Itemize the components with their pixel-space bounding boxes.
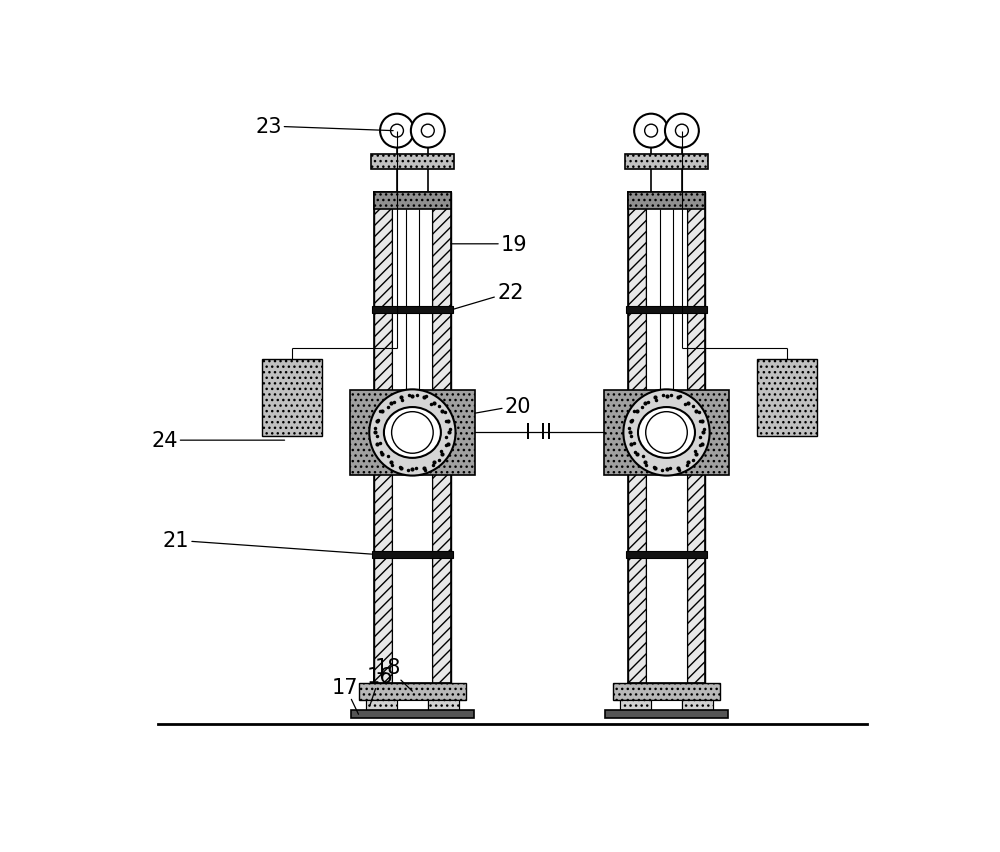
Bar — [613, 683, 720, 699]
Bar — [374, 193, 392, 683]
Circle shape — [411, 114, 445, 148]
Bar — [397, 699, 428, 711]
Bar — [428, 699, 459, 711]
Text: 16: 16 — [367, 666, 393, 705]
Bar — [428, 699, 459, 711]
Circle shape — [421, 125, 434, 138]
Bar — [757, 360, 817, 437]
Bar — [626, 551, 707, 558]
Bar — [687, 193, 705, 683]
Text: I: I — [525, 423, 531, 443]
Bar — [392, 193, 432, 683]
Text: 18: 18 — [374, 658, 412, 691]
Bar — [371, 154, 454, 170]
Bar — [374, 193, 451, 210]
Bar — [366, 699, 397, 711]
Circle shape — [623, 390, 710, 476]
Bar — [350, 391, 475, 475]
Bar — [351, 711, 474, 718]
Bar — [366, 699, 397, 711]
Bar — [682, 699, 713, 711]
Text: 22: 22 — [453, 283, 524, 310]
Bar — [605, 711, 728, 718]
Bar — [626, 307, 707, 314]
Bar — [682, 699, 713, 711]
Circle shape — [391, 125, 403, 138]
Circle shape — [665, 114, 699, 148]
Circle shape — [646, 412, 687, 454]
Bar — [625, 154, 708, 170]
Bar — [432, 193, 451, 683]
Bar — [651, 699, 682, 711]
Text: 19: 19 — [451, 234, 528, 255]
Text: 24: 24 — [151, 430, 285, 451]
Bar — [620, 699, 651, 711]
Circle shape — [392, 412, 433, 454]
Circle shape — [645, 125, 658, 138]
Text: 23: 23 — [255, 117, 393, 137]
Bar — [628, 193, 705, 210]
Bar — [620, 699, 651, 711]
Text: 17: 17 — [332, 676, 359, 715]
Text: II: II — [540, 423, 552, 443]
Text: 21: 21 — [163, 531, 372, 555]
Text: 20: 20 — [475, 396, 531, 416]
Bar — [646, 193, 687, 683]
Bar — [628, 193, 646, 683]
Bar — [372, 307, 453, 314]
Bar — [372, 551, 453, 558]
Bar — [604, 391, 729, 475]
Ellipse shape — [638, 407, 695, 458]
Bar — [359, 683, 466, 699]
Circle shape — [634, 114, 668, 148]
Circle shape — [675, 125, 688, 138]
Bar — [262, 360, 322, 437]
Circle shape — [369, 390, 456, 476]
Circle shape — [380, 114, 414, 148]
Ellipse shape — [384, 407, 441, 458]
